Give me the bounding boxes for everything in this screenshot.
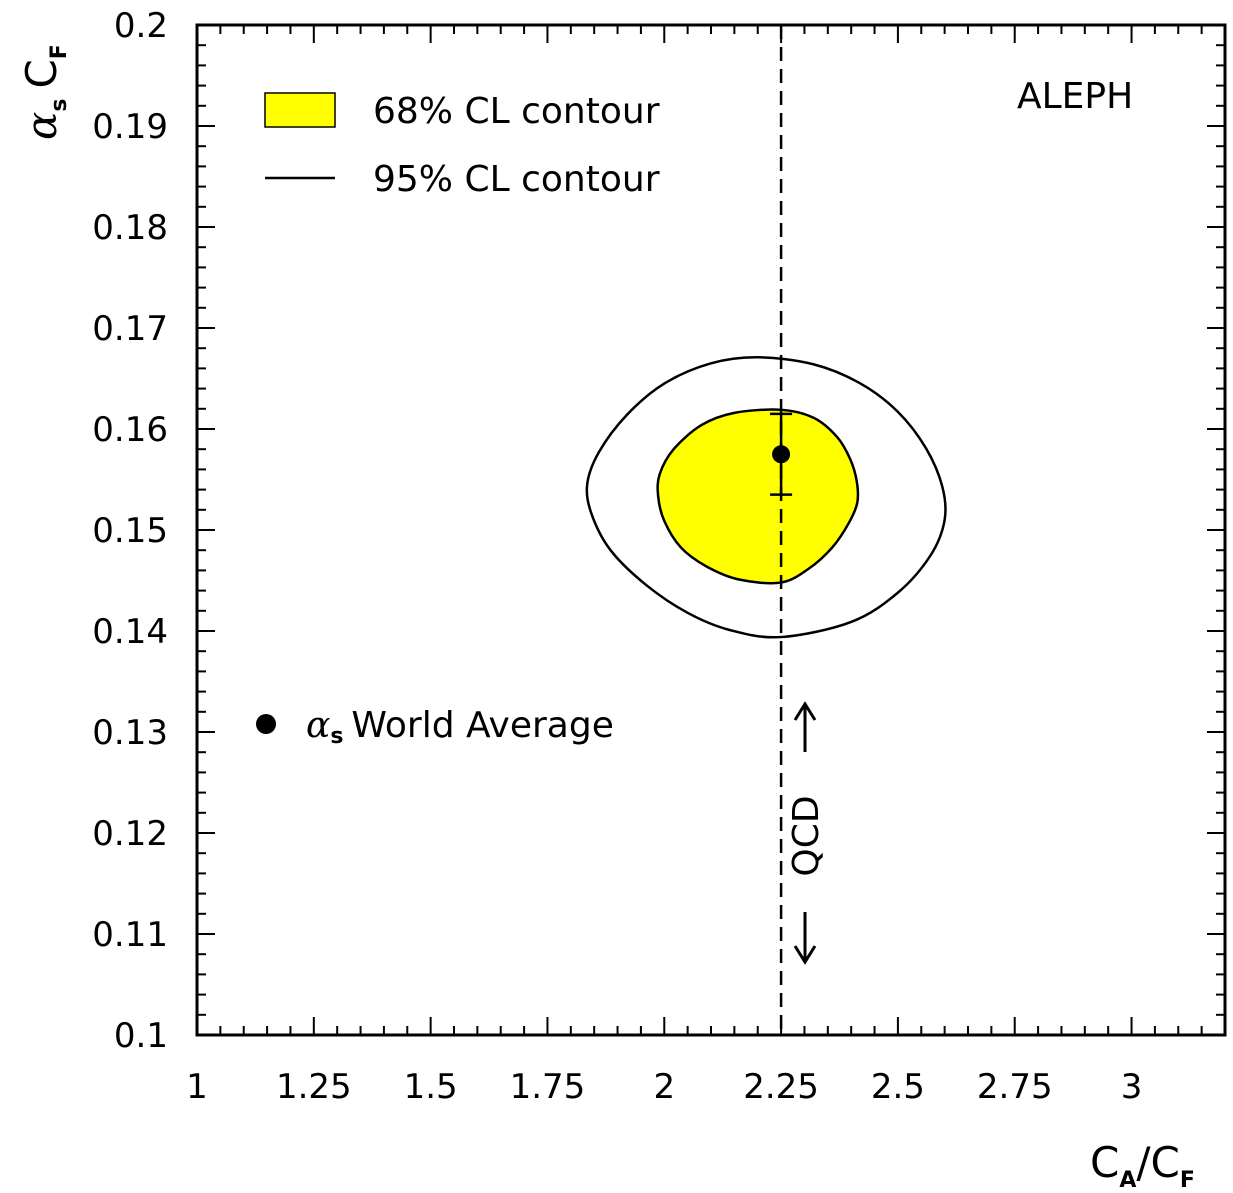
x-tick-label: 1.75 xyxy=(510,1067,586,1107)
y-tick-label: 0.16 xyxy=(92,410,168,450)
x-tick-labels: 1 1.25 1.5 1.75 2 2.25 2.5 2.75 3 xyxy=(186,1067,1142,1107)
x-axis-title: CA/CF xyxy=(1090,1138,1195,1193)
legend-world-average-label: αs World Average xyxy=(306,705,614,749)
x-tick-label: 2.75 xyxy=(977,1067,1053,1107)
x-tick-label: 2.5 xyxy=(871,1067,925,1107)
y-axis-title-greek: α xyxy=(17,112,66,140)
contour-95-cl xyxy=(585,356,947,639)
legend-world-average-marker xyxy=(256,714,276,734)
y-tick-label: 0.1 xyxy=(114,1016,168,1056)
legend-swatch-68 xyxy=(264,92,336,128)
legend-world-average-greek: α xyxy=(306,705,330,746)
world-average-point xyxy=(770,412,793,496)
y-tick-labels: 0.1 0.11 0.12 0.13 0.14 0.15 0.16 0.17 0.18 0.19 0… xyxy=(92,6,168,1056)
x-axis-title-sub-a: A xyxy=(1119,1168,1136,1193)
qcd-annotation: QCD xyxy=(786,701,827,965)
y-tick-label: 0.2 xyxy=(114,6,168,46)
x-axis-title-c2: C xyxy=(1151,1138,1180,1187)
y-tick-label: 0.12 xyxy=(92,814,168,854)
y-tick-label: 0.13 xyxy=(92,713,168,753)
x-tick-label: 2.25 xyxy=(743,1067,819,1107)
arrow-down-icon xyxy=(793,912,817,965)
y-tick-label: 0.18 xyxy=(92,208,168,248)
y-axis-title-c: C xyxy=(17,59,66,88)
y-tick-label: 0.15 xyxy=(92,511,168,551)
axis-ticks xyxy=(196,24,1226,1036)
x-axis-title-sub-f: F xyxy=(1180,1168,1195,1193)
y-axis-title: αsCF xyxy=(17,44,72,140)
x-axis-title-sep: / xyxy=(1136,1138,1151,1187)
y-tick-label: 0.19 xyxy=(92,107,168,147)
arrow-up-icon xyxy=(793,701,817,752)
x-tick-label: 1 xyxy=(186,1067,208,1107)
experiment-label: ALEPH xyxy=(1017,76,1133,117)
world-average-marker xyxy=(772,445,791,464)
y-axis-title-sub-f: F xyxy=(47,44,72,59)
legend-world-average-sub: s xyxy=(330,724,343,749)
x-tick-label: 3 xyxy=(1121,1067,1143,1107)
x-tick-label: 1.25 xyxy=(276,1067,352,1107)
y-tick-label: 0.11 xyxy=(92,915,168,955)
legend-world-average-text: World Average xyxy=(351,705,613,746)
y-tick-label: 0.17 xyxy=(92,309,168,349)
y-tick-label: 0.14 xyxy=(92,612,168,652)
x-axis-title-c1: C xyxy=(1090,1138,1119,1187)
legend-label-95: 95% CL contour xyxy=(373,159,660,200)
legend-label-68: 68% CL contour xyxy=(373,91,660,132)
x-tick-label: 1.5 xyxy=(404,1067,458,1107)
contour-68-cl xyxy=(656,408,860,585)
x-tick-label: 2 xyxy=(653,1067,675,1107)
y-axis-title-sub-s: s xyxy=(47,99,72,112)
qcd-label: QCD xyxy=(786,795,827,876)
